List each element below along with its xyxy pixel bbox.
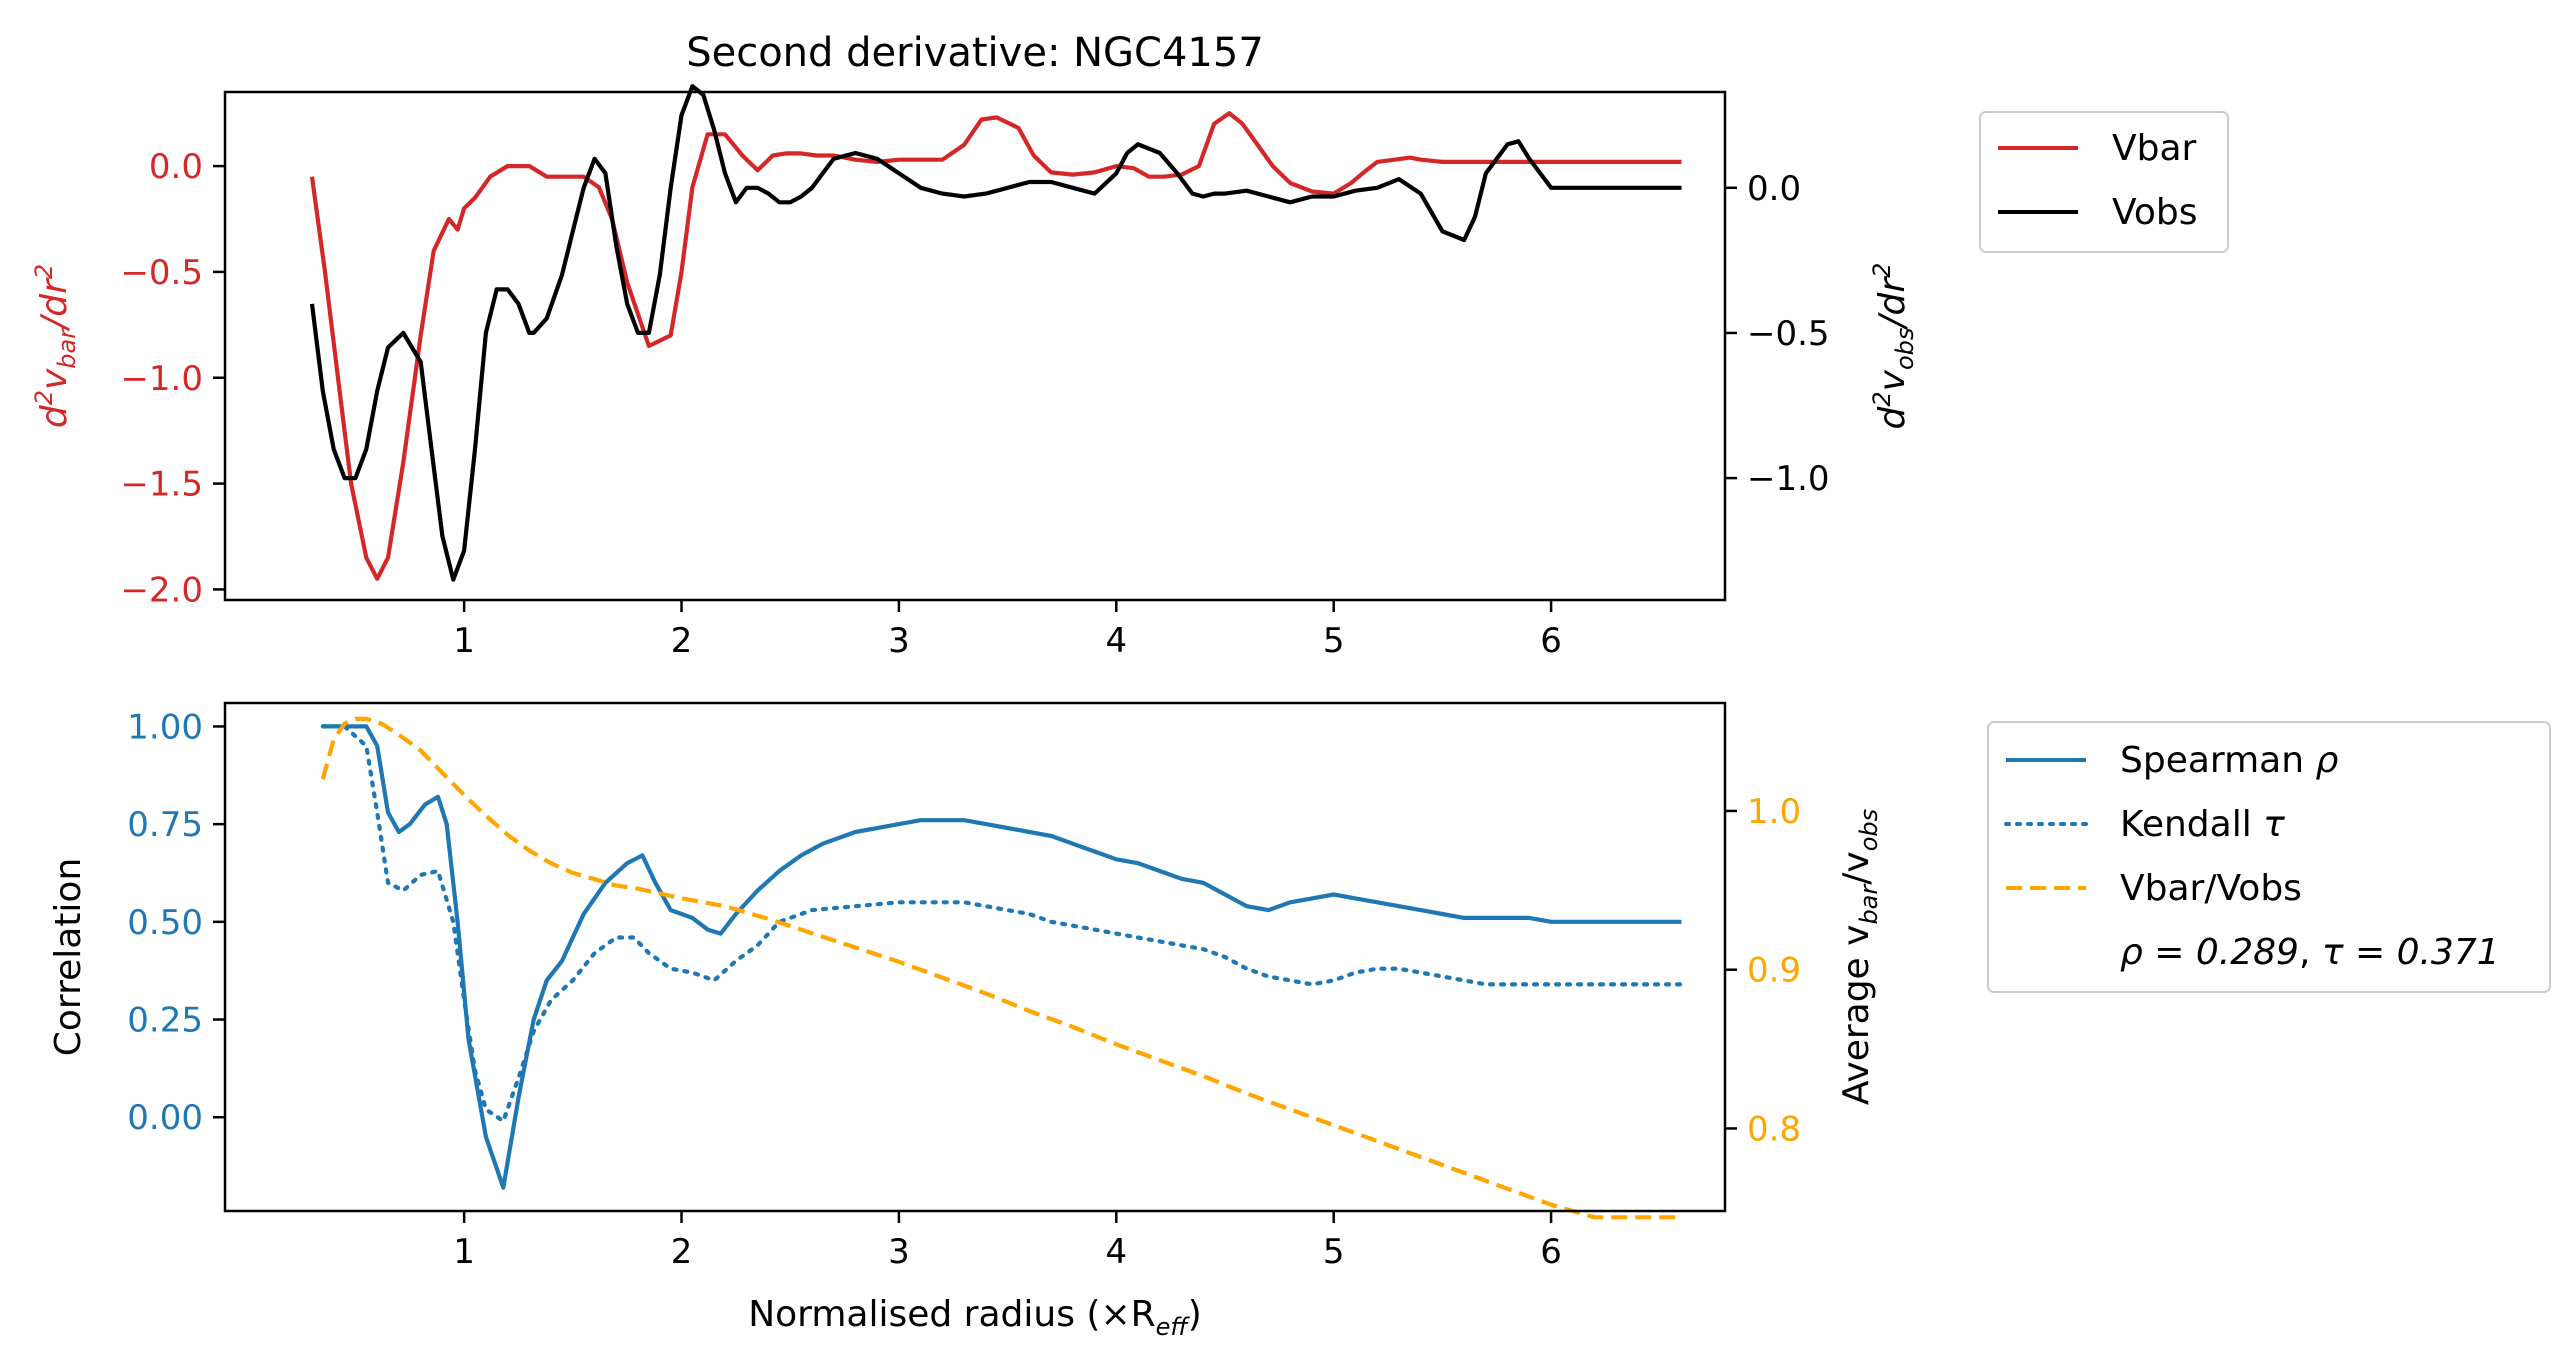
right-y-tick-label: 0.0 <box>1747 169 1801 209</box>
left-y-tick-label: −2.0 <box>120 570 203 610</box>
left-y-tick-label: 0.50 <box>127 903 203 943</box>
top-left-axis-label: d2vbar/dr2 <box>30 264 81 428</box>
top-left-axis: 0.0 −0.5 −1.0 −1.5 −2.0 <box>120 147 225 610</box>
left-y-tick-label: 0.0 <box>149 147 203 187</box>
bottom-right-label-sub1: bar <box>1855 883 1883 925</box>
x-tick-label: 1 <box>453 1232 475 1272</box>
top-left-label-sub: bar <box>53 327 81 369</box>
x-tick-label: 6 <box>1540 1232 1562 1272</box>
top-right-label-d: d <box>1872 405 1913 429</box>
bottom-legend-box <box>1987 721 2551 993</box>
series-line-vbar <box>309 111 1682 581</box>
top-right-label-tail: /dr <box>1872 276 1913 331</box>
top-left-label-sup1: 2 <box>30 390 58 405</box>
left-y-tick-label: 1.00 <box>127 707 203 747</box>
bottom-right-label-sub2: obs <box>1855 809 1883 851</box>
bottom-panel: 1.00 0.75 0.50 0.25 0.00 1.0 0.9 0.8 1 2 3 4 5 6 Co… <box>48 701 2551 1341</box>
x-tick-label: 4 <box>1105 621 1127 661</box>
legend-vbar-label: Vbar <box>2112 128 2197 169</box>
legend-ratio-label: Vbar/Vobs <box>2120 868 2302 909</box>
legend-stats-text: ρ = 0.289, τ = 0.371 <box>2120 932 2500 973</box>
x-tick-label: 2 <box>671 1232 693 1272</box>
bottom-right-label-mid: /v <box>1836 851 1877 884</box>
series-line-vobs <box>309 84 1682 582</box>
top-left-label-tail: /dr <box>34 277 75 332</box>
right-y-tick-label: 0.9 <box>1747 951 1801 991</box>
left-y-tick-label: −0.5 <box>120 253 203 293</box>
left-y-tick-label: 0.00 <box>127 1098 203 1138</box>
bottom-right-axis-label: Average vbar/vobs <box>1836 809 1883 1105</box>
left-y-tick-label: 0.75 <box>127 805 203 845</box>
series-line-vbar-vobs <box>320 716 1682 1220</box>
top-right-axis-label: d2vobs/dr2 <box>1868 263 1919 430</box>
top-right-label-sup1: 2 <box>1868 391 1896 406</box>
chart-title: Second derivative: NGC4157 <box>686 30 1264 76</box>
bottom-plot-frame <box>223 701 1727 1213</box>
bottom-right-label-main: Average v <box>1836 925 1877 1106</box>
top-right-label-sub: obs <box>1891 328 1919 370</box>
left-y-tick-label: −1.0 <box>120 359 203 399</box>
left-y-tick-label: −1.5 <box>120 465 203 505</box>
x-tick-label: 6 <box>1540 621 1562 661</box>
top-panel: Second derivative: NGC4157 0.0 −0.5 −1.0 −1… <box>30 30 2229 661</box>
x-tick-label: 3 <box>888 1232 910 1272</box>
x-tick-label: 5 <box>1323 621 1345 661</box>
top-right-label-v: v <box>1872 369 1913 391</box>
x-axis-label: Normalised radius (×Reff) <box>748 1294 1202 1341</box>
top-plot-frame <box>223 90 1727 602</box>
bottom-right-axis: 1.0 0.9 0.8 <box>1725 792 1801 1149</box>
legend-spearman-label: Spearman ρ <box>2120 740 2338 781</box>
right-y-tick-label: 1.0 <box>1747 792 1801 832</box>
x-axis-label-main: Normalised radius (×R <box>748 1294 1155 1335</box>
legend-vobs-label: Vobs <box>2112 192 2197 233</box>
top-right-axis: 0.0 −0.5 −1.0 <box>1725 169 1830 499</box>
legend-kendall-label: Kendall τ <box>2120 804 2285 845</box>
top-x-axis: 1 2 3 4 5 6 <box>453 600 1562 661</box>
x-tick-label: 5 <box>1323 1232 1345 1272</box>
bottom-series-layer <box>320 716 1684 1220</box>
x-tick-label: 4 <box>1105 1232 1127 1272</box>
bottom-legend: Spearman ρ Kendall τ Vbar/Vobs ρ = 0.289… <box>1987 721 2551 993</box>
left-y-tick-label: 0.25 <box>127 1001 203 1041</box>
bottom-x-axis: 1 2 3 4 5 6 <box>453 1211 1562 1272</box>
x-tick-label: 3 <box>888 621 910 661</box>
x-tick-label: 1 <box>453 621 475 661</box>
top-legend: Vbar Vobs <box>1979 111 2229 253</box>
series-line-spearman <box>322 724 1682 1190</box>
bottom-left-axis: 1.00 0.75 0.50 0.25 0.00 <box>127 707 225 1138</box>
top-left-label-sup2: 2 <box>30 264 58 279</box>
x-axis-label-sub: eff <box>1156 1313 1191 1341</box>
top-right-label-sup2: 2 <box>1868 263 1896 278</box>
x-tick-label: 2 <box>671 621 693 661</box>
right-y-tick-label: 0.8 <box>1747 1109 1801 1149</box>
right-y-tick-label: −0.5 <box>1747 314 1830 354</box>
top-series-layer <box>309 84 1682 582</box>
right-y-tick-label: −1.0 <box>1747 459 1830 499</box>
top-left-label-v: v <box>34 368 75 390</box>
series-line-kendall <box>320 724 1684 1124</box>
x-axis-label-end: ) <box>1188 1294 1202 1335</box>
bottom-left-axis-label: Correlation <box>48 858 89 1057</box>
top-left-label-d: d <box>34 404 75 428</box>
